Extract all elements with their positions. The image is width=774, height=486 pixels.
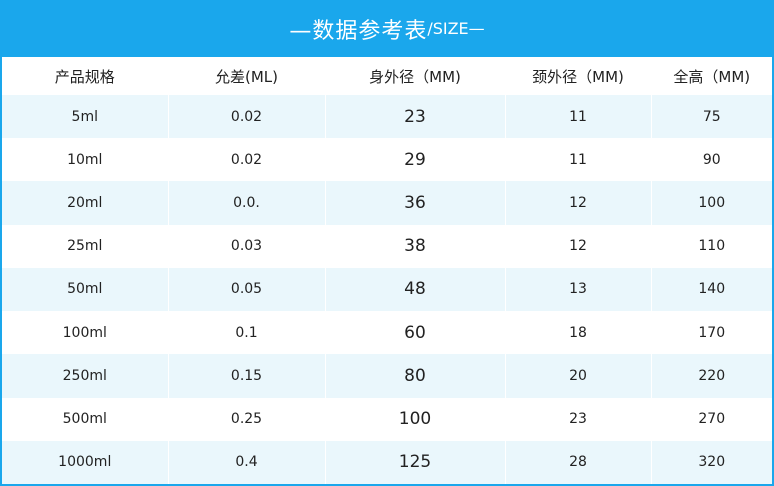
cell-total-height: 90 <box>651 138 772 182</box>
cell-neck-diameter: 11 <box>505 138 652 182</box>
cell-neck-diameter: 11 <box>505 95 652 139</box>
cell-neck-diameter: 13 <box>505 267 652 312</box>
cell-tolerance: 0.4 <box>168 440 326 484</box>
cell-spec: 50ml <box>2 267 169 312</box>
cell-neck-diameter: 18 <box>505 311 652 355</box>
cell-body-diameter: 80 <box>325 354 506 398</box>
banner-subtitle: /SIZE— <box>427 19 485 38</box>
cell-body-diameter: 100 <box>325 397 506 441</box>
cell-tolerance: 0.0. <box>168 181 326 225</box>
cell-neck-diameter: 12 <box>505 224 652 268</box>
table-row: 10ml 0.02 29 11 90 <box>2 138 772 182</box>
cell-body-diameter: 29 <box>325 138 506 182</box>
cell-total-height: 100 <box>651 181 772 225</box>
cell-total-height: 320 <box>651 440 772 484</box>
cell-neck-diameter: 28 <box>505 440 652 484</box>
size-table: 产品规格 允差(ML) 身外径（MM) 颈外径（MM) 全高（MM) 5ml 0… <box>2 57 772 484</box>
cell-spec: 5ml <box>2 95 169 139</box>
column-header-body-diameter: 身外径（MM) <box>325 57 506 95</box>
column-header-tolerance: 允差(ML) <box>168 57 326 95</box>
cell-spec: 250ml <box>2 354 169 398</box>
cell-spec: 20ml <box>2 181 169 225</box>
table-row: 100ml 0.1 60 18 170 <box>2 311 772 355</box>
table-row: 1000ml 0.4 125 28 320 <box>2 440 772 484</box>
table-row: 500ml 0.25 100 23 270 <box>2 397 772 441</box>
cell-neck-diameter: 20 <box>505 354 652 398</box>
banner-title: —数据参考表 <box>289 18 428 44</box>
cell-spec: 500ml <box>2 397 169 441</box>
cell-spec: 1000ml <box>2 440 169 484</box>
cell-spec: 25ml <box>2 224 169 268</box>
table-row: 250ml 0.15 80 20 220 <box>2 354 772 398</box>
cell-neck-diameter: 23 <box>505 397 652 441</box>
cell-tolerance: 0.15 <box>168 354 326 398</box>
table-row: 25ml 0.03 38 12 110 <box>2 224 772 268</box>
cell-total-height: 140 <box>651 267 772 312</box>
cell-body-diameter: 36 <box>325 181 506 225</box>
cell-total-height: 220 <box>651 354 772 398</box>
cell-body-diameter: 38 <box>325 224 506 268</box>
cell-total-height: 75 <box>651 95 772 139</box>
cell-total-height: 170 <box>651 311 772 355</box>
cell-tolerance: 0.25 <box>168 397 326 441</box>
cell-spec: 10ml <box>2 138 169 182</box>
cell-spec: 100ml <box>2 311 169 355</box>
table-header-banner: —数据参考表/SIZE— <box>0 0 774 57</box>
table-row: 20ml 0.0. 36 12 100 <box>2 181 772 225</box>
cell-tolerance: 0.02 <box>168 95 326 139</box>
cell-total-height: 110 <box>651 224 772 268</box>
cell-body-diameter: 125 <box>325 440 506 484</box>
cell-body-diameter: 48 <box>325 267 506 312</box>
cell-body-diameter: 60 <box>325 311 506 355</box>
cell-tolerance: 0.03 <box>168 224 326 268</box>
size-table-wrapper: 产品规格 允差(ML) 身外径（MM) 颈外径（MM) 全高（MM) 5ml 0… <box>0 57 774 486</box>
cell-tolerance: 0.05 <box>168 267 326 312</box>
column-header-spec: 产品规格 <box>2 57 169 95</box>
cell-neck-diameter: 12 <box>505 181 652 225</box>
table-row: 50ml 0.05 48 13 140 <box>2 267 772 312</box>
table-row: 5ml 0.02 23 11 75 <box>2 95 772 139</box>
cell-tolerance: 0.1 <box>168 311 326 355</box>
header-row: 产品规格 允差(ML) 身外径（MM) 颈外径（MM) 全高（MM) <box>2 57 772 95</box>
cell-tolerance: 0.02 <box>168 138 326 182</box>
cell-body-diameter: 23 <box>325 95 506 139</box>
cell-total-height: 270 <box>651 397 772 441</box>
column-header-neck-diameter: 颈外径（MM) <box>505 57 652 95</box>
column-header-total-height: 全高（MM) <box>651 57 772 95</box>
